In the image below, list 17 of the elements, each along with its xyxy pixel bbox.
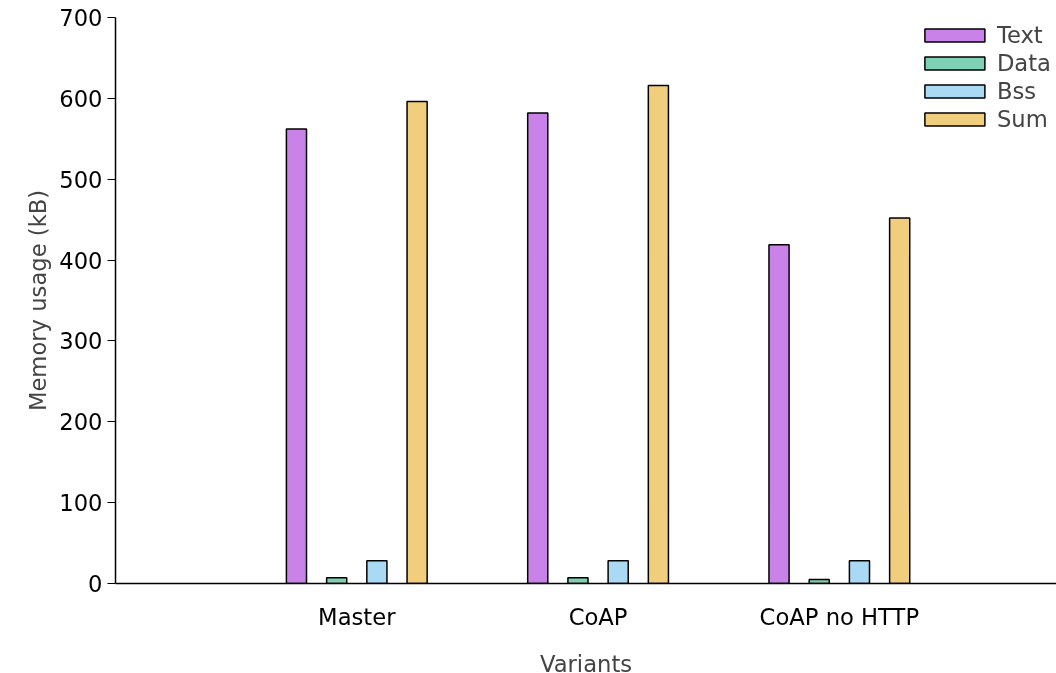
legend-label: Data: [996, 50, 1051, 76]
y-tick-label: 400: [59, 247, 103, 274]
y-tick-label: 500: [59, 166, 103, 193]
y-tick-label: 100: [59, 490, 103, 517]
y-tick-label: 700: [59, 5, 103, 31]
x-tick-label: Master: [318, 603, 397, 630]
y-tick-label: 300: [59, 328, 103, 355]
x-tick-label: CoAP: [568, 603, 628, 630]
x-tick-label: CoAP no HTTP: [759, 603, 920, 630]
y-tick-label: 200: [59, 409, 103, 436]
y-tick-label: 600: [59, 85, 103, 112]
legend-label: Text: [996, 22, 1043, 48]
y-axis-title: Memory usage (kB): [25, 189, 52, 412]
legend-label: Sum: [996, 106, 1048, 132]
x-axis-title: Variants: [539, 650, 633, 673]
legend-label: Bss: [996, 78, 1037, 104]
y-tick-label: 0: [88, 571, 103, 597]
